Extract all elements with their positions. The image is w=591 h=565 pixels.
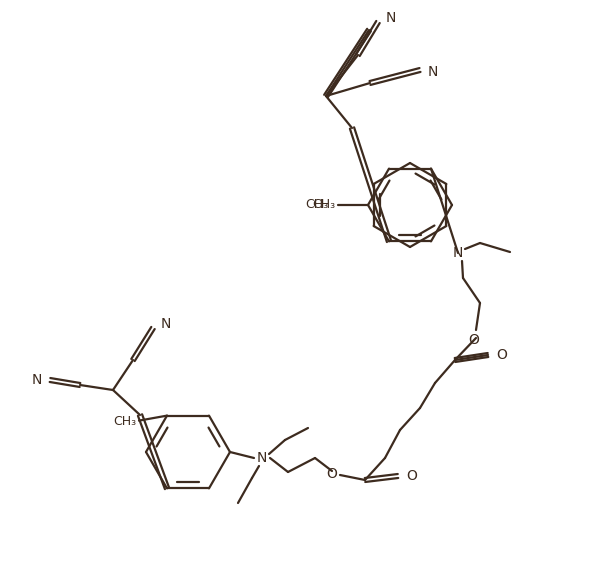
Text: O: O xyxy=(469,333,479,347)
Text: N: N xyxy=(453,246,463,260)
Text: N: N xyxy=(161,317,171,331)
Text: N: N xyxy=(32,373,42,387)
Text: N: N xyxy=(386,11,397,25)
Text: CH₃: CH₃ xyxy=(113,415,136,428)
Text: O: O xyxy=(406,469,417,483)
Text: CH₃: CH₃ xyxy=(305,198,328,211)
Text: N: N xyxy=(257,451,267,465)
Text: CH₃: CH₃ xyxy=(312,198,335,211)
Text: N: N xyxy=(428,65,439,79)
Text: O: O xyxy=(496,348,507,362)
Text: O: O xyxy=(326,467,337,481)
